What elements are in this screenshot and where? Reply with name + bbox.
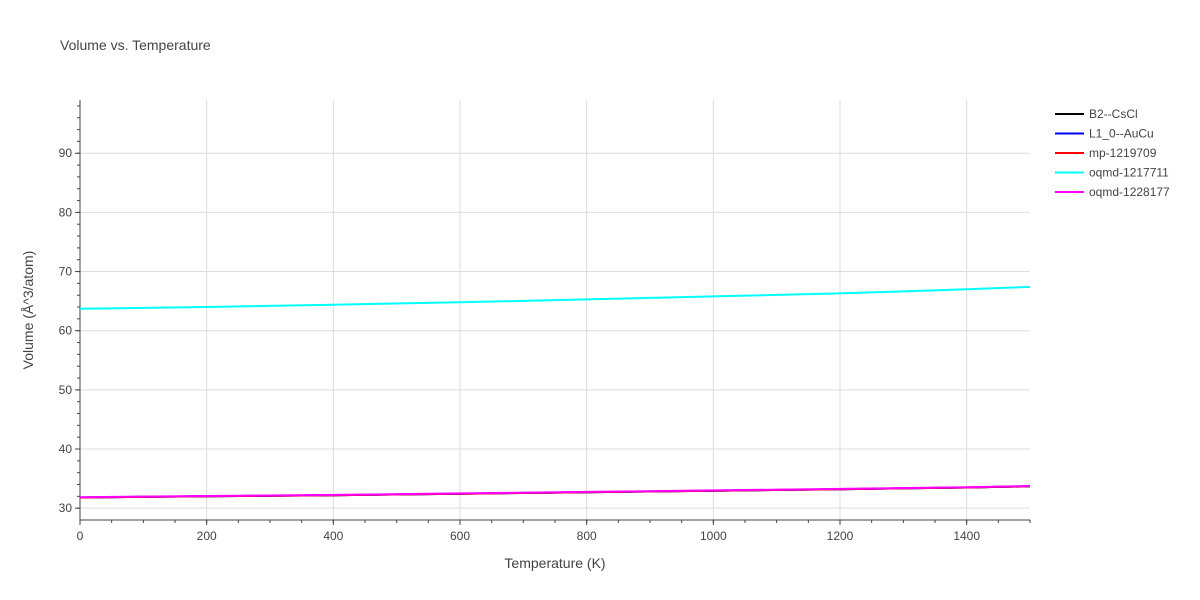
legend-item[interactable]: oqmd-1228177 [1055, 185, 1170, 199]
legend-item[interactable]: mp-1219709 [1055, 146, 1157, 160]
y-tick-label: 60 [59, 324, 73, 338]
legend-label: mp-1219709 [1089, 146, 1157, 160]
legend-label: B2--CsCl [1089, 107, 1138, 121]
series-line-oqmd-1228177 [79, 485, 1031, 499]
x-tick-label: 600 [450, 529, 470, 543]
legend-item[interactable]: oqmd-1217711 [1055, 166, 1169, 180]
series-line-oqmd-1217711 [79, 285, 1031, 310]
y-tick-label: 40 [59, 442, 73, 456]
x-tick-label: 1200 [827, 529, 854, 543]
legend-item[interactable]: B2--CsCl [1055, 107, 1138, 121]
legend-item[interactable]: L1_0--AuCu [1055, 127, 1154, 141]
legend[interactable]: B2--CsCl L1_0--AuCu mp-1219709 oqmd-1217711… [1055, 107, 1170, 199]
legend-label: oqmd-1228177 [1089, 185, 1170, 199]
x-tick-label: 0 [77, 529, 84, 543]
x-tick-label: 800 [577, 529, 597, 543]
y-tick-label: 30 [59, 501, 73, 515]
x-tick-label: 400 [323, 529, 343, 543]
y-axis-title: Volume (Å^3/atom) [20, 251, 36, 370]
x-tick-label: 1000 [700, 529, 727, 543]
series-lines [79, 285, 1031, 499]
x-axis-title: Temperature (K) [504, 555, 605, 571]
x-tick-label: 1400 [953, 529, 980, 543]
y-tick-label: 50 [59, 383, 73, 397]
legend-label: oqmd-1217711 [1089, 166, 1169, 180]
y-tick-label: 80 [59, 205, 73, 219]
axes: 0 200 400 600 800 1000 1200 1400 30 40 50 60 70 80 90 [59, 100, 1031, 543]
y-tick-label: 90 [59, 146, 73, 160]
legend-label: L1_0--AuCu [1089, 127, 1154, 141]
x-tick-label: 200 [197, 529, 217, 543]
grid [79, 100, 1030, 520]
chart-title: Volume vs. Temperature [60, 37, 211, 53]
y-tick-label: 70 [59, 265, 73, 279]
